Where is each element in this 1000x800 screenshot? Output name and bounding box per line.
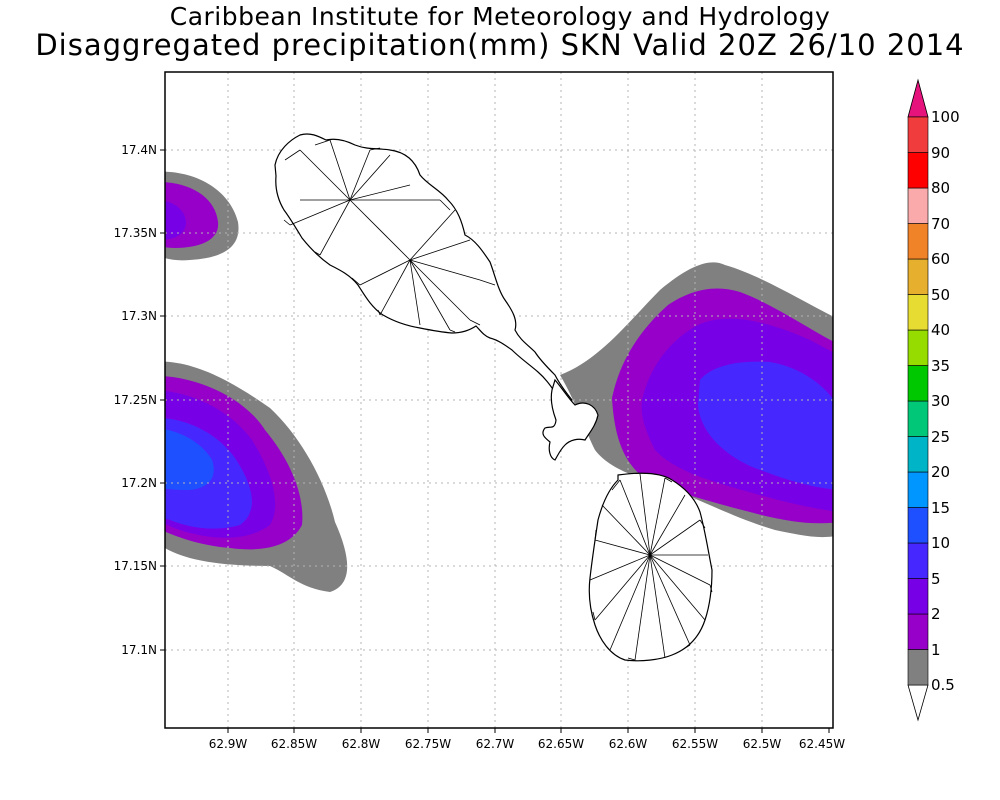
colorbar-swatch — [907, 116, 929, 153]
colorbar-label: 60 — [931, 250, 950, 268]
nevis-drainage — [589, 473, 713, 661]
colorbar-swatch — [907, 258, 929, 295]
colorbar-label: 0.5 — [931, 676, 955, 694]
lon-tick-label: 62.65W — [538, 737, 584, 751]
colorbar-swatch — [907, 329, 929, 366]
lat-tick-label: 17.35N — [114, 226, 157, 240]
colorbar: 0.5 1 2 5 10 15 20 25 30 35 40 50 60 70 … — [907, 78, 960, 722]
lon-tick-label: 62.7W — [476, 737, 515, 751]
lat-tick-labels: 17.4N 17.35N 17.3N 17.25N 17.2N 17.15N 1… — [114, 143, 157, 657]
colorbar-label: 40 — [931, 321, 950, 339]
tick-marks — [160, 149, 830, 733]
st-kitts-drainage — [283, 139, 496, 333]
precip-region-southwest — [165, 361, 348, 592]
colorbar-swatch — [907, 400, 929, 437]
colorbar-label: 35 — [931, 357, 950, 375]
lon-tick-label: 62.85W — [271, 737, 317, 751]
colorbar-swatch — [907, 471, 929, 508]
colorbar-label: 10 — [931, 534, 950, 552]
colorbar-label: 70 — [931, 215, 950, 233]
colorbar-label: 2 — [931, 605, 941, 623]
colorbar-swatch — [907, 187, 929, 224]
colorbar-swatch — [907, 507, 929, 544]
lon-tick-label: 62.75W — [405, 737, 451, 751]
colorbar-swatch — [907, 223, 929, 260]
colorbar-label: 25 — [931, 428, 950, 446]
lon-tick-label: 62.45W — [799, 737, 845, 751]
lat-tick-label: 17.1N — [121, 643, 157, 657]
lat-tick-label: 17.2N — [121, 476, 157, 490]
colorbar-top-arrow — [907, 78, 929, 118]
colorbar-label: 15 — [931, 499, 950, 517]
colorbar-swatch — [907, 542, 929, 579]
title-line-1: Caribbean Institute for Meteorology and … — [169, 2, 831, 31]
lat-tick-label: 17.4N — [121, 143, 157, 157]
colorbar-swatch — [907, 649, 929, 686]
lat-tick-label: 17.15N — [114, 559, 157, 573]
colorbar-label: 1 — [931, 641, 941, 659]
colorbar-swatch — [907, 436, 929, 473]
colorbar-label: 50 — [931, 286, 950, 304]
island-nevis — [588, 472, 713, 662]
lon-tick-label: 62.6W — [609, 737, 648, 751]
colorbar-label: 30 — [931, 392, 950, 410]
colorbar-label: 5 — [931, 570, 941, 588]
colorbar-label: 80 — [931, 179, 950, 197]
lon-tick-labels: 62.9W 62.85W 62.8W 62.75W 62.7W 62.65W 6… — [209, 737, 846, 751]
colorbar-swatch — [907, 578, 929, 615]
lon-tick-label: 62.5W — [743, 737, 782, 751]
lat-tick-label: 17.3N — [121, 309, 157, 323]
island-st-kitts — [274, 133, 599, 461]
colorbar-label: 90 — [931, 144, 950, 162]
precip-region-northwest — [165, 171, 239, 261]
colorbar-bottom-arrow — [907, 684, 929, 722]
lat-tick-label: 17.25N — [114, 393, 157, 407]
lon-tick-label: 62.9W — [209, 737, 248, 751]
lon-tick-label: 62.55W — [672, 737, 718, 751]
title-line-2: Disaggregated precipitation(mm) SKN Vali… — [35, 28, 965, 62]
colorbar-swatch — [907, 613, 929, 650]
colorbar-label: 20 — [931, 463, 950, 481]
colorbar-swatch — [907, 365, 929, 402]
colorbar-swatch — [907, 294, 929, 331]
colorbar-label: 100 — [931, 108, 960, 126]
colorbar-swatch — [907, 152, 929, 189]
lon-tick-label: 62.8W — [342, 737, 381, 751]
